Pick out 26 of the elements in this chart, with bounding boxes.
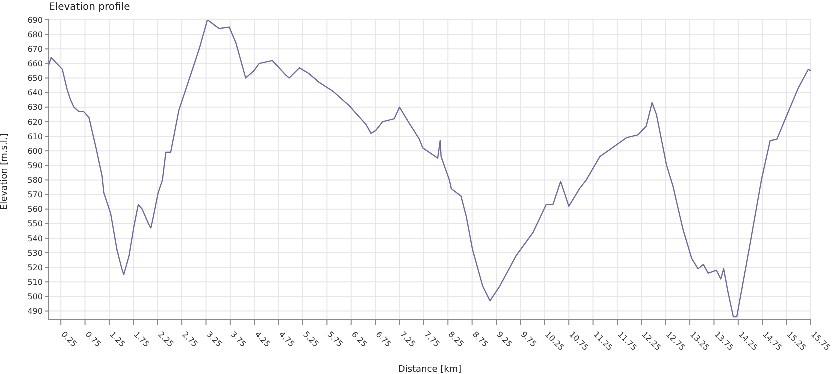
x-tick-label: 4.25 [253,330,272,350]
y-tick-label: 500 [28,292,43,302]
y-tick-label: 690 [28,16,43,25]
y-tick-label: 650 [28,74,43,84]
y-tick-label: 670 [28,44,43,54]
y-tick-label: 660 [28,60,43,69]
x-axis-title: Distance [km] [398,365,462,374]
line-series [49,20,811,318]
y-tick-label: 490 [28,307,43,316]
y-tick-label: 630 [28,103,43,112]
y-tick-label: 580 [28,176,43,186]
y-tick-label: 560 [28,205,43,214]
y-axis-title: Elevation [m.s.l.] [0,134,10,210]
y-tick-label: 600 [28,146,43,156]
y-tick-label: 680 [28,30,43,40]
y-tick-label: 590 [28,161,43,170]
y-tick-label: 550 [28,220,43,229]
y-tick-label: 570 [28,190,43,200]
y-tick-label: 540 [28,234,43,244]
y-tick-label: 510 [28,278,43,287]
y-tick-label: 640 [28,88,43,98]
y-tick-label: 530 [28,248,43,258]
chart-title: Elevation profile [49,2,130,13]
y-tick-label: 520 [28,263,43,272]
y-tick-label: 620 [28,118,43,127]
y-tick-label: 610 [28,132,43,142]
